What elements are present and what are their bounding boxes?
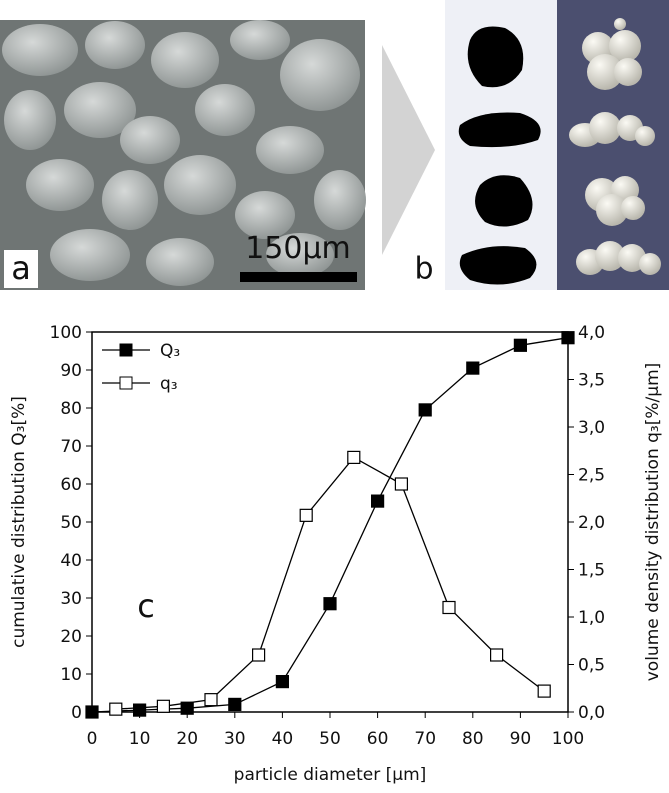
x-tick-label: 70 [414,729,436,749]
marker [562,332,574,344]
y-tick-label: 80 [60,399,82,419]
marker [324,598,336,610]
scale-bar-label: 150μm [245,231,351,266]
y-tick-label: 10 [60,665,82,685]
series-line [116,457,544,709]
x-tick-label: 0 [87,729,98,749]
marker [134,704,146,716]
legend-label: q₃ [160,374,178,394]
marker [491,649,503,661]
y2-tick-label: 2,0 [578,513,605,533]
x-tick-label: 90 [510,729,532,749]
y-tick-label: 0 [71,703,82,723]
marker [443,602,455,614]
y-tick-label: 100 [50,323,82,343]
y-tick-label: 40 [60,551,82,571]
y2-tick-label: 1,0 [578,608,605,628]
marker [372,495,384,507]
y2-tick-label: 3,0 [578,418,605,438]
marker [229,698,241,710]
marker [205,694,217,706]
x-axis-label: particle diameter [μm] [234,765,427,785]
y-tick-label: 50 [60,513,82,533]
marker [348,451,360,463]
y2-tick-label: 2,5 [578,466,605,486]
y-tick-label: 60 [60,475,82,495]
marker [300,509,312,521]
x-tick-label: 60 [367,729,389,749]
y2-tick-label: 0,5 [578,656,605,676]
sem-photo: a 150μm [0,20,366,290]
annotation: c [137,587,155,625]
y2-tick-label: 1,5 [578,561,605,581]
marker [538,685,550,697]
marker [253,649,265,661]
legend-marker [120,344,132,356]
marker [467,362,479,374]
y-tick-label: 70 [60,437,82,457]
figure: a 150μm b 0 10 20 30 40 50 60 70 80 90 100 0 10 20 30 4… [0,0,669,789]
marker [514,339,526,351]
y2-axis-label: volume density distribution q₃[%/μm] [643,363,663,682]
marker [110,703,122,715]
y2-tick-label: 0,0 [578,703,605,723]
y-axis-label: cumulative distribution Q₃[%] [9,396,29,648]
y2-tick-label: 4,0 [578,323,605,343]
x-tick-label: 40 [272,729,294,749]
shape-panel: b [414,0,669,290]
marker [86,706,98,718]
x-tick-label: 10 [129,729,151,749]
y2-tick-label: 3,5 [578,371,605,391]
x-tick-label: 20 [176,729,198,749]
panel-label: a [11,249,31,287]
y-tick-label: 90 [60,361,82,381]
x-tick-label: 100 [552,729,584,749]
legend-marker [120,377,132,389]
marker [395,478,407,490]
marker [419,404,431,416]
x-tick-label: 30 [224,729,246,749]
chart: 0 10 20 30 40 50 60 70 80 90 100 0 10 20 30 40 50 60 70 80 9… [9,323,663,785]
scale-bar [240,272,357,282]
panel-label: b [414,252,433,287]
marker [157,700,169,712]
y-tick-label: 20 [60,627,82,647]
y-tick-label: 30 [60,589,82,609]
x-tick-label: 50 [319,729,341,749]
arrow [382,45,435,255]
x-tick-label: 80 [462,729,484,749]
marker [276,676,288,688]
legend-label: Q₃ [160,341,180,361]
